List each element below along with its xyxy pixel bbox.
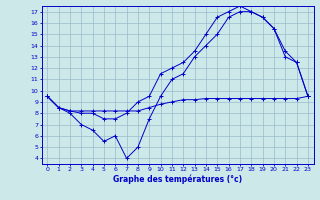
X-axis label: Graphe des températures (°c): Graphe des températures (°c) — [113, 174, 242, 184]
